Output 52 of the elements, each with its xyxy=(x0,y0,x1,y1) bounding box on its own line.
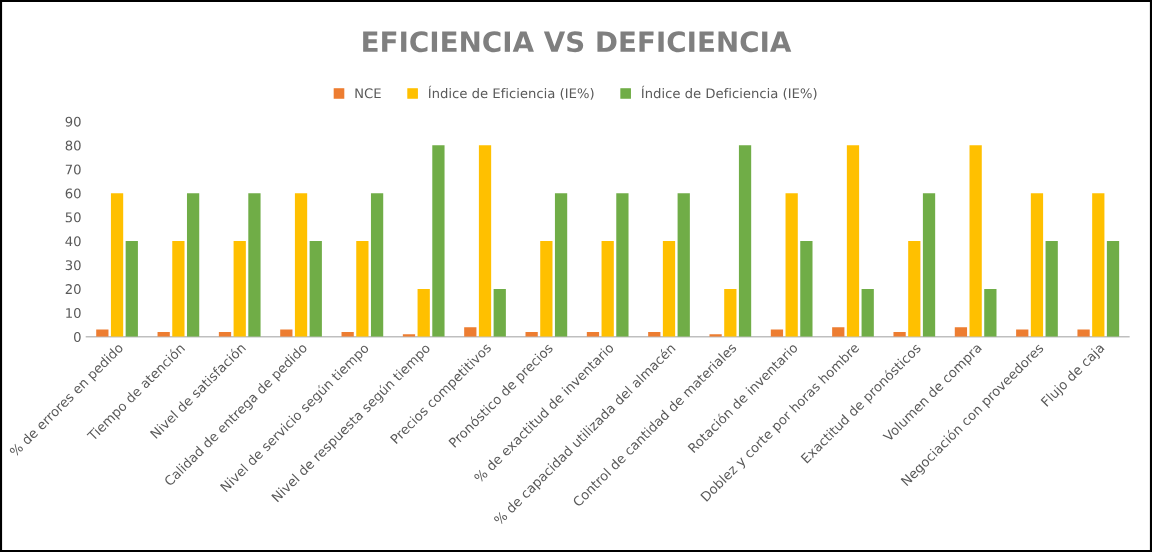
bar xyxy=(370,193,384,337)
y-tick-label: 60 xyxy=(65,188,81,199)
bar xyxy=(1045,241,1058,337)
chart-title: EFICIENCIA VS DEFICIENCIA xyxy=(363,31,792,53)
bar xyxy=(709,334,722,337)
bar xyxy=(1106,241,1120,337)
bar xyxy=(954,327,968,337)
y-tick-label: 50 xyxy=(65,212,81,223)
bar xyxy=(800,241,813,337)
bar xyxy=(832,327,845,337)
bar xyxy=(1030,193,1044,337)
bar xyxy=(1092,193,1105,337)
bar xyxy=(248,193,261,337)
bar xyxy=(186,193,200,337)
bar xyxy=(110,193,124,337)
bar xyxy=(616,193,629,337)
y-tick-label: 20 xyxy=(65,284,81,295)
bar xyxy=(172,241,185,337)
bar xyxy=(922,193,936,337)
bar xyxy=(417,288,430,337)
bar xyxy=(464,327,477,337)
y-tick-label: 10 xyxy=(66,308,81,318)
bar xyxy=(125,241,138,337)
y-tick-label: 90 xyxy=(65,116,81,127)
bar xyxy=(294,193,308,337)
y-tick-label: 70 xyxy=(65,164,81,175)
bar xyxy=(432,145,445,337)
bar xyxy=(309,241,322,337)
bar xyxy=(984,288,997,337)
y-tick-label: 40 xyxy=(65,236,81,247)
bar xyxy=(233,241,246,337)
y-tick-label: 80 xyxy=(65,140,81,151)
bar xyxy=(493,288,506,337)
legend-label: NCE xyxy=(355,88,381,99)
bar xyxy=(785,193,798,337)
bar xyxy=(677,193,690,337)
legend-label: Índice de Eficiencia (IE%) xyxy=(428,85,594,100)
bar xyxy=(738,145,752,337)
bar xyxy=(724,288,737,337)
bar xyxy=(601,241,614,337)
bar xyxy=(540,241,553,337)
bar xyxy=(478,145,492,337)
bar xyxy=(662,241,676,337)
legend-label: Índice de Deficiencia (IE%) xyxy=(641,85,817,100)
bar xyxy=(908,241,921,337)
bar xyxy=(356,241,369,337)
y-tick-label: 0 xyxy=(74,331,81,342)
y-tick-label: 30 xyxy=(65,260,81,271)
bar xyxy=(969,145,982,337)
bar xyxy=(861,288,874,337)
bar xyxy=(846,145,860,337)
bar xyxy=(554,193,568,337)
